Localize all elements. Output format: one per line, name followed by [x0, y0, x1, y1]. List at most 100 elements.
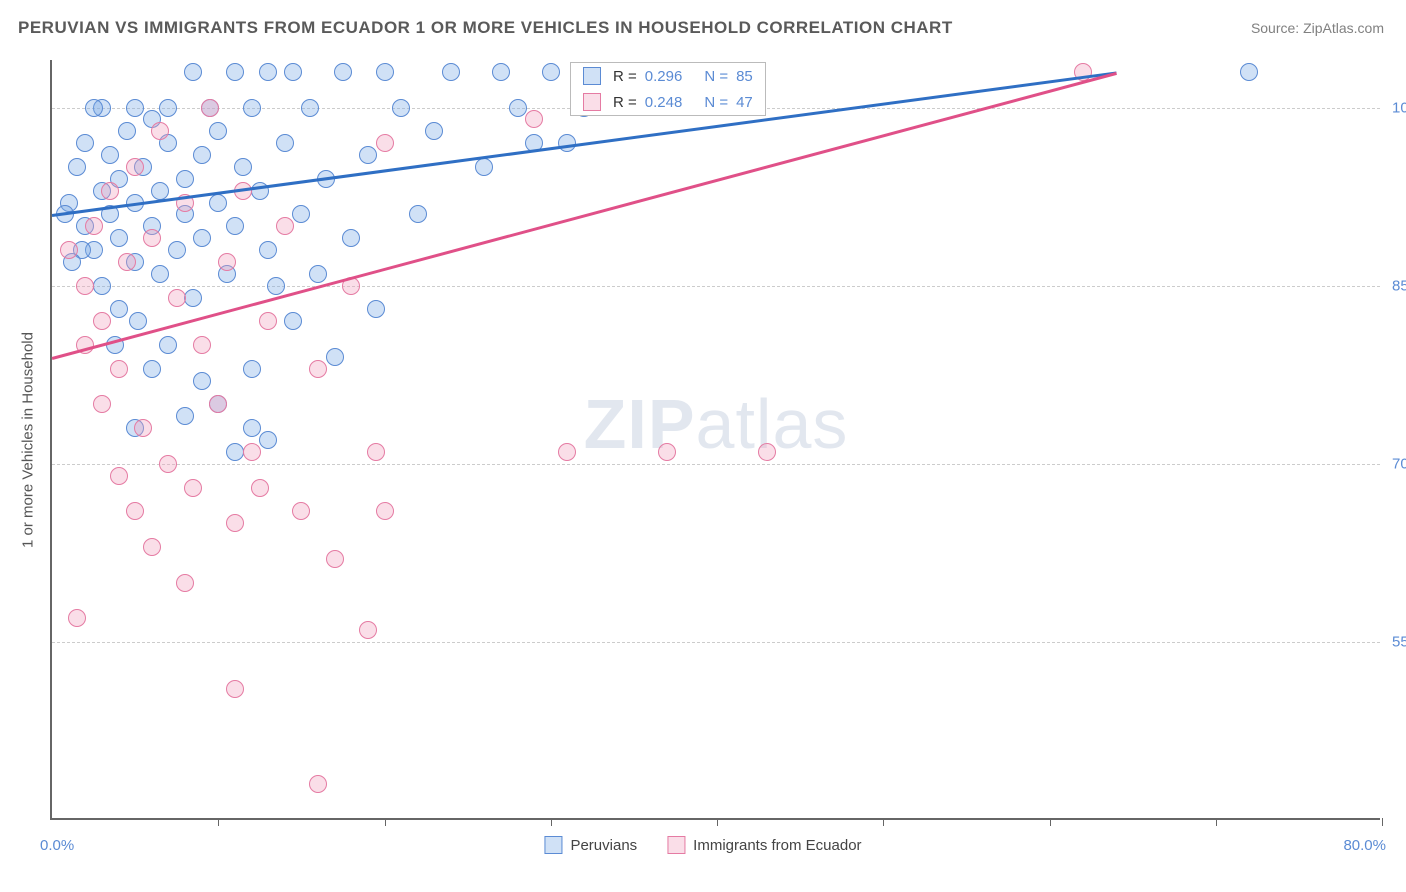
data-point: [425, 122, 443, 140]
data-point: [259, 241, 277, 259]
data-point: [151, 265, 169, 283]
data-point: [209, 122, 227, 140]
y-gridline: [52, 286, 1380, 287]
data-point: [359, 621, 377, 639]
data-point: [226, 217, 244, 235]
data-point: [243, 419, 261, 437]
data-point: [60, 241, 78, 259]
source-label: Source: ZipAtlas.com: [1251, 20, 1384, 36]
legend-label-ecuador: Immigrants from Ecuador: [693, 837, 861, 854]
data-point: [76, 134, 94, 152]
data-point: [126, 158, 144, 176]
data-point: [376, 502, 394, 520]
x-tick: [385, 818, 386, 826]
stats-legend-row: R = 0.248N = 47: [571, 89, 765, 115]
legend-item-ecuador: Immigrants from Ecuador: [667, 836, 861, 854]
data-point: [509, 99, 527, 117]
data-point: [334, 63, 352, 81]
data-point: [367, 300, 385, 318]
r-label: R =: [613, 68, 637, 85]
data-point: [193, 229, 211, 247]
data-point: [309, 360, 327, 378]
data-point: [758, 443, 776, 461]
data-point: [193, 146, 211, 164]
data-point: [129, 312, 147, 330]
r-value: 0.296: [645, 68, 683, 85]
r-value: 0.248: [645, 94, 683, 111]
data-point: [259, 312, 277, 330]
data-point: [284, 312, 302, 330]
data-point: [367, 443, 385, 461]
data-point: [226, 514, 244, 532]
x-tick: [551, 818, 552, 826]
data-point: [93, 312, 111, 330]
data-point: [259, 63, 277, 81]
data-point: [193, 372, 211, 390]
data-point: [110, 360, 128, 378]
data-point: [309, 775, 327, 793]
data-point: [184, 479, 202, 497]
chart-title: PERUVIAN VS IMMIGRANTS FROM ECUADOR 1 OR…: [18, 18, 953, 38]
data-point: [442, 63, 460, 81]
data-point: [134, 419, 152, 437]
data-point: [1240, 63, 1258, 81]
data-point: [267, 277, 285, 295]
data-point: [93, 395, 111, 413]
data-point: [376, 134, 394, 152]
data-point: [226, 443, 244, 461]
data-point: [226, 63, 244, 81]
x-tick: [1382, 818, 1383, 826]
data-point: [168, 289, 186, 307]
data-point: [309, 265, 327, 283]
data-point: [101, 182, 119, 200]
data-point: [76, 277, 94, 295]
y-tick-label: 70.0%: [1392, 455, 1406, 472]
data-point: [126, 502, 144, 520]
x-tick: [218, 818, 219, 826]
data-point: [159, 336, 177, 354]
data-point: [392, 99, 410, 117]
data-point: [359, 146, 377, 164]
watermark: ZIPatlas: [584, 384, 849, 464]
data-point: [184, 289, 202, 307]
data-point: [143, 229, 161, 247]
y-tick-label: 100.0%: [1392, 99, 1406, 116]
data-point: [292, 502, 310, 520]
data-point: [542, 63, 560, 81]
y-gridline: [52, 464, 1380, 465]
data-point: [259, 431, 277, 449]
data-point: [243, 443, 261, 461]
data-point: [243, 360, 261, 378]
y-tick-label: 85.0%: [1392, 277, 1406, 294]
watermark-bold: ZIP: [584, 385, 696, 463]
data-point: [168, 241, 186, 259]
data-point: [409, 205, 427, 223]
y-tick-label: 55.0%: [1392, 633, 1406, 650]
data-point: [85, 217, 103, 235]
data-point: [184, 63, 202, 81]
data-point: [118, 122, 136, 140]
data-point: [159, 99, 177, 117]
data-point: [276, 134, 294, 152]
legend-bottom: Peruvians Immigrants from Ecuador: [544, 836, 861, 854]
data-point: [301, 99, 319, 117]
r-label: R =: [613, 94, 637, 111]
data-point: [234, 158, 252, 176]
stats-legend: R = 0.296N = 85R = 0.248N = 47: [570, 62, 766, 116]
n-value: 85: [736, 68, 753, 85]
stats-legend-row: R = 0.296N = 85: [571, 63, 765, 89]
data-point: [93, 277, 111, 295]
data-point: [558, 443, 576, 461]
data-point: [284, 63, 302, 81]
plot-area: ZIPatlas 55.0%70.0%85.0%100.0%: [50, 60, 1380, 820]
data-point: [201, 99, 219, 117]
data-point: [209, 395, 227, 413]
x-tick: [717, 818, 718, 826]
n-value: 47: [736, 94, 753, 111]
data-point: [176, 574, 194, 592]
data-point: [251, 479, 269, 497]
data-point: [342, 229, 360, 247]
data-point: [68, 158, 86, 176]
data-point: [525, 110, 543, 128]
data-point: [151, 122, 169, 140]
